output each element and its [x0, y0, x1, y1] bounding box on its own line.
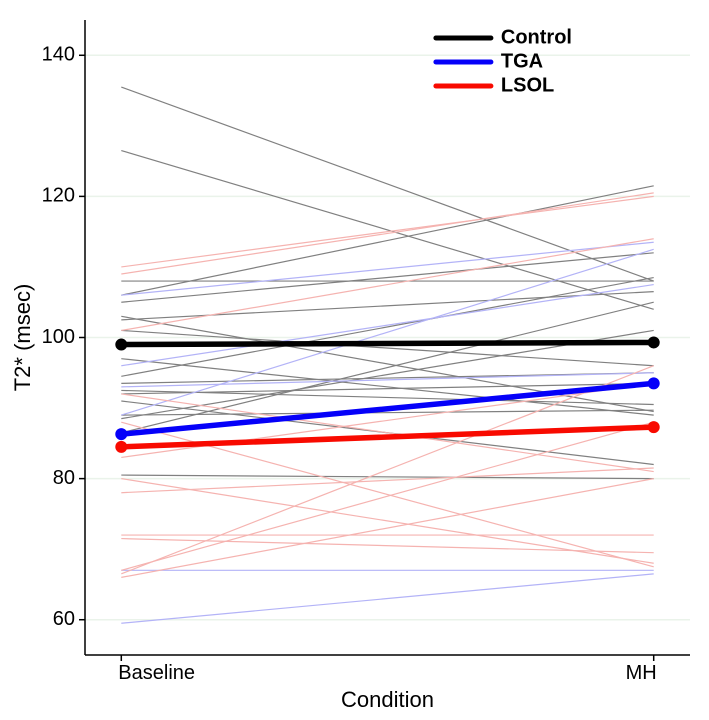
y-tick-label: 140 [42, 44, 75, 66]
x-tick-label: MH [626, 662, 657, 684]
mean-marker-tga [648, 377, 660, 389]
y-tick-label: 120 [42, 185, 75, 207]
mean-marker-lsol [648, 421, 660, 433]
mean-marker-control [115, 339, 127, 351]
mean-marker-control [648, 336, 660, 348]
x-tick-label: Baseline [118, 662, 195, 684]
y-axis-label: T2* (msec) [10, 284, 35, 392]
mean-line-control [121, 342, 653, 344]
y-tick-label: 80 [53, 467, 75, 489]
legend-label: Control [501, 26, 572, 48]
line-chart: 60 80 100 120 140 Baseline MH T2* (msec) Conditi… [0, 0, 709, 720]
legend-label: LSOL [501, 74, 554, 96]
chart-container: 60 80 100 120 140 Baseline MH T2* (msec) Conditi… [0, 0, 709, 720]
y-tick-label: 60 [53, 608, 75, 630]
mean-marker-lsol [115, 441, 127, 453]
x-axis-label: Condition [341, 687, 434, 712]
y-tick-label: 100 [42, 326, 75, 348]
mean-marker-tga [115, 428, 127, 440]
legend-label: TGA [501, 50, 543, 72]
